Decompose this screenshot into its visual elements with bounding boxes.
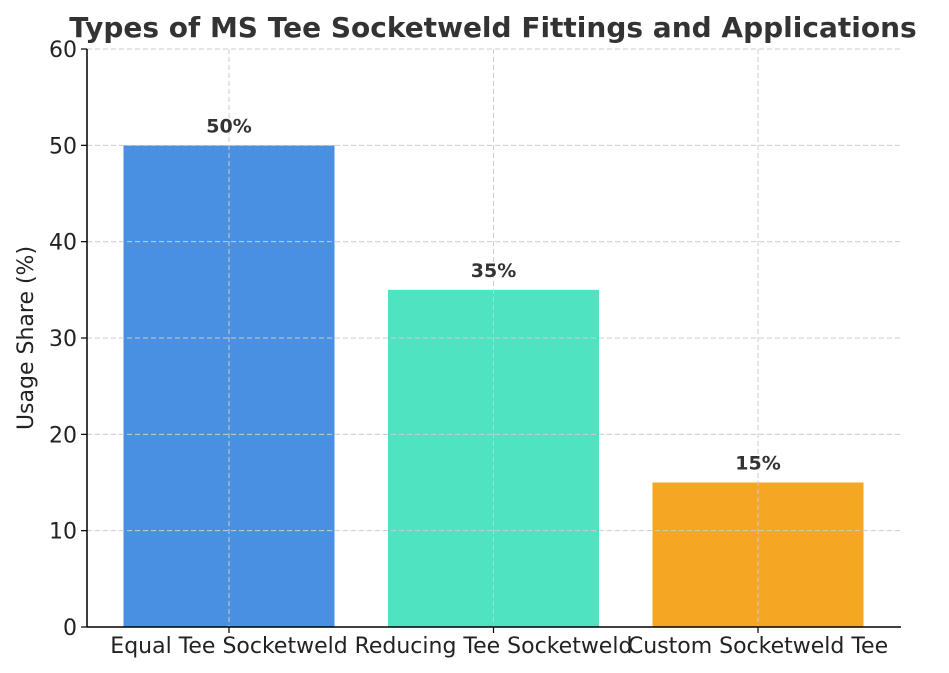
grid [87, 48, 901, 627]
x-tick-label-1: Equal Tee Socketweld [110, 634, 347, 659]
y-ticks: 0 10 20 30 40 50 60 [49, 38, 87, 641]
y-axis-label: Usage Share (%) [14, 246, 39, 430]
x-ticks: Equal Tee Socketweld Reducing Tee Socketw… [110, 627, 888, 659]
chart-title: Types of MS Tee Socketweld Fittings and … [69, 11, 916, 44]
x-tick-label-3: Custom Socketweld Tee [628, 634, 888, 659]
y-tick-label-10: 10 [49, 520, 77, 545]
y-tick-label-30: 30 [49, 327, 77, 352]
data-label-1: 50% [206, 115, 251, 137]
data-label-2: 35% [471, 260, 516, 282]
y-tick-label-40: 40 [49, 231, 77, 256]
y-tick-label-0: 0 [63, 616, 77, 641]
data-label-3: 15% [735, 453, 780, 475]
y-tick-label-50: 50 [49, 134, 77, 159]
data-labels: 50% 35% 15% [206, 115, 780, 474]
y-tick-label-60: 60 [49, 38, 77, 63]
x-tick-label-2: Reducing Tee Socketweld [355, 634, 633, 659]
y-tick-label-20: 20 [49, 423, 77, 448]
